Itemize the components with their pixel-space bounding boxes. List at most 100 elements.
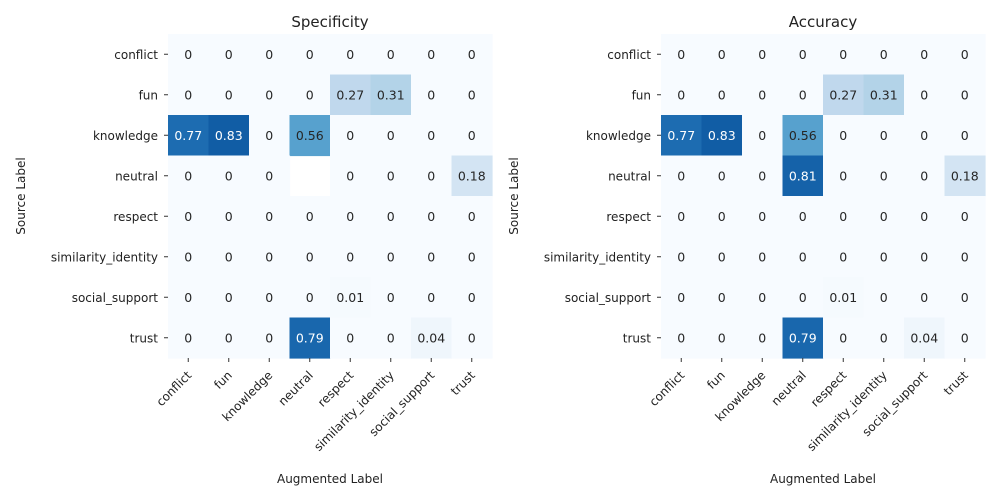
heatmap-cell — [823, 34, 865, 76]
cell-value-label: 0 — [346, 168, 354, 183]
cell-value-label: 0 — [225, 47, 233, 62]
cell-value-label: 0 — [427, 128, 435, 143]
heatmap-cell — [701, 34, 743, 76]
cell-value-label: 0.31 — [870, 87, 898, 102]
x-tick-label: respect — [315, 368, 357, 410]
x-tick-label: fun — [704, 368, 728, 392]
cell-value-label: 0 — [184, 330, 192, 345]
heatmap-cell — [661, 317, 703, 359]
heatmap-cell — [451, 236, 493, 278]
cell-value-label: 0.79 — [789, 330, 817, 345]
heatmap-cell — [289, 236, 331, 278]
cell-value-label: 0 — [961, 128, 969, 143]
cell-value-label: 0 — [427, 290, 435, 305]
cell-value-label: 0 — [718, 209, 726, 224]
cell-value-label: 0 — [799, 47, 807, 62]
x-tick-label: respect — [808, 368, 850, 410]
cell-value-label: 0 — [920, 128, 928, 143]
y-tick-label: social_support — [565, 291, 652, 305]
cell-value-label: 0 — [718, 249, 726, 264]
cell-value-label: 0 — [468, 209, 476, 224]
cell-value-label: 0.83 — [215, 128, 243, 143]
heatmap-cell — [451, 74, 493, 116]
panel-title: Specificity — [291, 13, 368, 31]
cell-value-label: 0 — [758, 209, 766, 224]
cell-value-label: 0 — [387, 330, 395, 345]
y-tick-label: trust — [130, 331, 158, 345]
heatmap-cell — [823, 277, 865, 319]
heatmap-cell — [823, 196, 865, 238]
cell-value-label: 0 — [961, 209, 969, 224]
heatmap-cell — [208, 196, 250, 238]
heatmap-cell — [411, 317, 453, 359]
heatmap-cell — [249, 196, 291, 238]
heatmap-cell — [208, 317, 250, 359]
cell-value-label: 0 — [677, 209, 685, 224]
cell-value-label: 0.77 — [667, 128, 695, 143]
cell-value-label: 0 — [387, 290, 395, 305]
heatmap-cell — [249, 317, 291, 359]
cell-value-label: 0 — [920, 87, 928, 102]
cell-value-label: 0.27 — [336, 87, 364, 102]
cell-value-label: 0 — [427, 249, 435, 264]
cell-value-label: 0.27 — [829, 87, 857, 102]
cell-value-label: 0 — [346, 128, 354, 143]
cell-value-label: 0 — [677, 330, 685, 345]
cell-value-label: 0.79 — [296, 330, 324, 345]
heatmap-cell — [451, 196, 493, 238]
heatmap-cell — [370, 196, 412, 238]
heatmap-cell — [701, 115, 743, 157]
heatmap-cell — [370, 115, 412, 157]
heatmap-cell — [904, 115, 946, 157]
heatmap-cell — [411, 236, 453, 278]
heatmap-cell — [289, 196, 331, 238]
y-tick-label: fun — [139, 88, 158, 102]
heatmap-cell — [782, 236, 824, 278]
heatmap-cell — [863, 74, 905, 116]
cell-value-label: 0 — [184, 168, 192, 183]
heatmap-cell — [451, 277, 493, 319]
cell-value-label: 0 — [184, 209, 192, 224]
cell-value-label: 0 — [839, 209, 847, 224]
cell-value-label: 0 — [799, 87, 807, 102]
cell-value-label: 0 — [758, 128, 766, 143]
cell-value-label: 0 — [184, 290, 192, 305]
cell-value-label: 0 — [265, 168, 273, 183]
heatmap-cell — [370, 317, 412, 359]
heatmap-cell — [249, 74, 291, 116]
cell-value-label: 0 — [225, 87, 233, 102]
heatmap-cells: 0 0 0 0 0 0 0 0 0 0 0 0 0.27 0.31 0 0 0.77 0.83 0 0.56 0 0 0 0 0… — [661, 34, 986, 359]
heatmap-cell — [330, 317, 372, 359]
heatmap-cell — [208, 277, 250, 319]
heatmap-cell — [742, 196, 784, 238]
cell-value-label: 0 — [468, 87, 476, 102]
cell-value-label: 0 — [265, 87, 273, 102]
heatmap-cell — [863, 236, 905, 278]
x-tick-label: conflict — [647, 368, 688, 409]
y-tick-labels: conflict fun knowledge neutral respect simila… — [51, 48, 168, 345]
cell-value-label: 0 — [880, 47, 888, 62]
cell-value-label: 0 — [880, 290, 888, 305]
cell-value-label: 0 — [427, 87, 435, 102]
cell-value-label: 0 — [225, 168, 233, 183]
cell-value-label: 0 — [961, 249, 969, 264]
y-tick-label: knowledge — [586, 129, 651, 143]
heatmap-cell — [370, 236, 412, 278]
heatmap-cell — [944, 317, 986, 359]
cell-value-label: 0 — [920, 47, 928, 62]
heatmap-cell — [944, 74, 986, 116]
y-tick-label: conflict — [607, 48, 651, 62]
heatmap-cell — [823, 74, 865, 116]
cell-value-label: 0.56 — [296, 128, 324, 143]
heatmap-cell — [411, 196, 453, 238]
heatmap-cell — [330, 196, 372, 238]
heatmap-cell — [742, 74, 784, 116]
heatmap-cell — [944, 196, 986, 238]
cell-value-label: 0 — [961, 290, 969, 305]
cell-value-label: 0 — [961, 330, 969, 345]
heatmap-cell — [249, 277, 291, 319]
cell-value-label: 0.04 — [910, 330, 938, 345]
cell-value-label: 0 — [920, 209, 928, 224]
heatmap-cell — [944, 277, 986, 319]
